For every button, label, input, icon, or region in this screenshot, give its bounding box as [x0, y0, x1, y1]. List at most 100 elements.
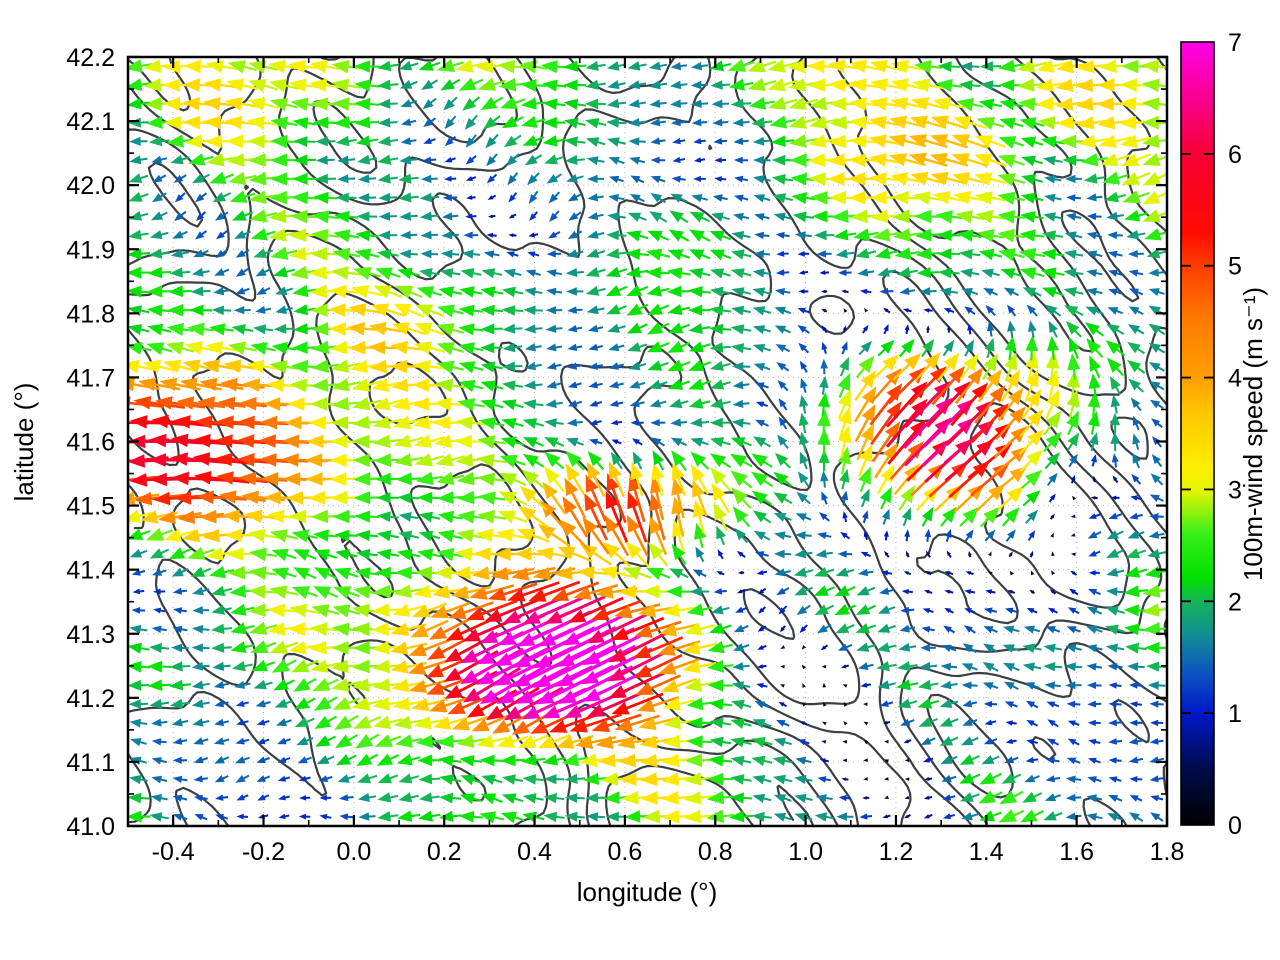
wind-arrow: [1007, 590, 1016, 594]
wind-arrow: [586, 156, 605, 165]
wind-arrow: [688, 229, 711, 242]
wind-arrow: [897, 661, 918, 672]
wind-arrow: [477, 77, 506, 91]
wind-arrow: [586, 461, 606, 498]
y-axis-title: latitude (°): [9, 383, 39, 502]
wind-arrow: [567, 343, 583, 352]
wind-arrow: [1108, 719, 1122, 727]
wind-arrow: [604, 515, 630, 557]
wind-arrow: [423, 117, 437, 128]
wind-arrow: [690, 99, 709, 108]
wind-arrow: [1067, 607, 1080, 615]
wind-arrow: [1020, 192, 1044, 204]
wind-arrow: [1129, 701, 1143, 708]
wind-arrow: [919, 287, 937, 296]
wind-arrow: [798, 471, 810, 488]
wind-arrow: [555, 644, 637, 687]
wind-arrow: [608, 381, 624, 389]
wind-arrow: [1050, 532, 1054, 538]
wind-arrow: [415, 304, 445, 318]
wind-arrow: [669, 568, 689, 579]
x-tick-label: 1.0: [788, 838, 823, 866]
wind-arrow: [1106, 567, 1125, 577]
wind-arrow: [819, 512, 830, 522]
wind-arrow: [293, 567, 317, 580]
wind-arrow: [440, 78, 461, 91]
wind-arrow: [881, 508, 890, 525]
wind-arrow: [733, 212, 750, 221]
wind-arrow: [773, 513, 792, 522]
wind-arrow: [839, 356, 849, 377]
wind-arrow: [458, 304, 484, 317]
wind-arrow: [565, 268, 584, 277]
wind-arrow: [614, 714, 660, 732]
wind-arrow: [393, 303, 425, 318]
wind-arrow: [585, 792, 606, 803]
wind-arrow: [500, 811, 525, 824]
wind-arrow: [490, 566, 535, 581]
wind-arrow: [693, 157, 706, 163]
wind-arrow: [501, 418, 524, 429]
wind-arrow: [1089, 432, 1099, 452]
colorbar-tick-label: 4: [1228, 365, 1242, 393]
wind-arrow: [1110, 431, 1120, 452]
wind-arrow: [1130, 495, 1142, 501]
wind-arrow: [692, 479, 708, 517]
wind-arrow: [884, 759, 889, 763]
wind-arrow: [1141, 115, 1167, 130]
wind-arrow: [543, 793, 565, 804]
wind-arrow: [856, 586, 876, 596]
wind-arrow: [1149, 738, 1164, 745]
wind-arrow: [614, 603, 661, 619]
wind-arrow: [1128, 269, 1144, 277]
wind-arrow: [841, 777, 849, 781]
wind-arrow: [686, 735, 713, 749]
wind-arrow: [897, 698, 918, 709]
wind-arrow: [1106, 530, 1124, 540]
wind-arrow: [499, 454, 526, 468]
wind-arrow: [953, 116, 987, 130]
wind-arrow: [778, 605, 788, 615]
wind-arrow: [1105, 624, 1126, 635]
wind-arrow: [842, 684, 848, 688]
wind-arrow: [730, 755, 752, 766]
wind-arrow: [717, 549, 724, 560]
wind-arrow: [940, 662, 958, 671]
wind-arrow: [625, 541, 650, 568]
wind-arrow: [169, 661, 191, 672]
wind-arrow: [632, 438, 643, 446]
wind-arrow: [853, 228, 879, 241]
wind-arrow: [231, 210, 254, 221]
wind-arrow: [709, 323, 732, 335]
wind-arrow: [731, 305, 751, 316]
wind-arrow: [310, 659, 341, 673]
wind-arrow: [708, 698, 733, 711]
wind-arrow: [437, 304, 464, 318]
wind-arrow: [798, 270, 809, 275]
wind-arrow: [841, 341, 848, 355]
wind-arrow: [587, 230, 605, 239]
wind-arrow: [1020, 211, 1044, 223]
wind-arrow: [820, 358, 828, 375]
wind-arrow: [528, 232, 539, 238]
wind-arrow: [767, 59, 798, 73]
wind-arrow: [988, 551, 992, 557]
y-tick-label: 42.2: [66, 44, 115, 72]
wind-arrow: [420, 174, 438, 183]
wind-arrow: [901, 589, 913, 595]
wind-arrow: [665, 585, 692, 598]
wind-arrow: [233, 306, 251, 315]
wind-arrow: [187, 546, 215, 560]
x-tick-label: 1.8: [1150, 838, 1185, 866]
contour-line: [497, 341, 529, 373]
wind-arrow: [1065, 681, 1082, 690]
wind-arrow: [1107, 307, 1123, 315]
wind-arrow: [842, 758, 847, 763]
wind-arrow: [821, 289, 828, 294]
wind-arrow: [546, 380, 562, 389]
wind-arrow: [1108, 288, 1123, 296]
wind-arrow: [688, 341, 711, 353]
wind-arrow: [627, 61, 647, 71]
wind-arrow: [439, 268, 461, 279]
wind-arrow: [1007, 304, 1017, 317]
